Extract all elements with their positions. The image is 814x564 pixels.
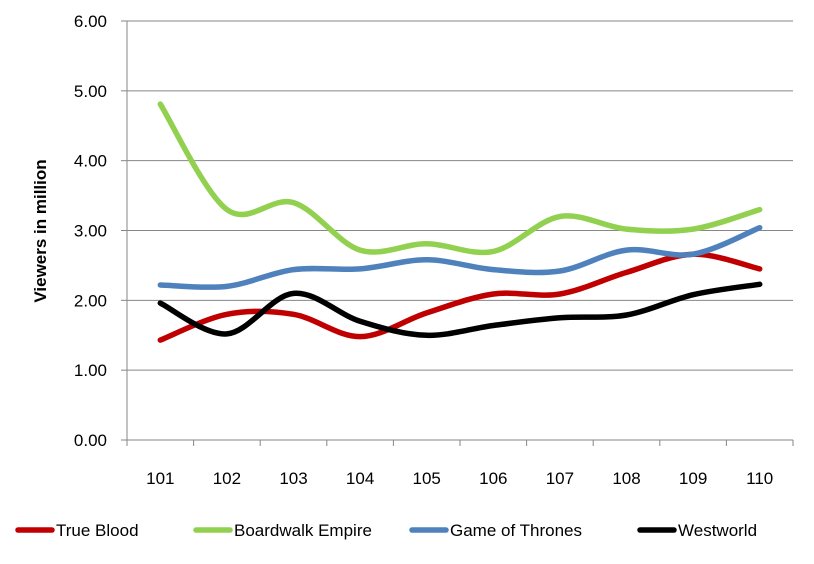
legend-label-westworld: Westworld [678, 521, 757, 540]
y-tick-labels: 0.00 1.00 2.00 3.00 4.00 5.00 6.00 [74, 12, 107, 450]
series-line-westworld [157, 281, 763, 339]
y-tick-label: 5.00 [74, 82, 107, 101]
legend-label-true-blood: True Blood [56, 521, 139, 540]
x-tick-label: 103 [279, 469, 307, 488]
x-tick-label: 107 [546, 469, 574, 488]
legend: True Blood Boardwalk Empire Game of Throne… [15, 521, 757, 540]
legend-label-game-of-thrones: Game of Thrones [450, 521, 582, 540]
y-tick-label: 6.00 [74, 12, 107, 31]
series-line-boardwalk-empire [157, 101, 763, 256]
y-tick-label: 3.00 [74, 222, 107, 241]
x-tick-label: 110 [746, 469, 773, 488]
x-tick-label: 104 [346, 469, 374, 488]
y-tick-label: 1.00 [74, 361, 107, 380]
x-tick-label: 101 [146, 469, 174, 488]
y-tick-label: 4.00 [74, 152, 107, 171]
series-line-game-of-thrones [157, 224, 763, 291]
y-tick-label: 2.00 [74, 291, 107, 310]
x-tick-label: 106 [479, 469, 507, 488]
x-tick-label: 105 [413, 469, 441, 488]
y-tick-label: 0.00 [74, 431, 107, 450]
x-tick-label: 108 [612, 469, 640, 488]
y-axis-title: Viewers in million [31, 159, 50, 302]
series-lines [157, 101, 763, 343]
x-tick-label: 102 [213, 469, 241, 488]
legend-label-boardwalk-empire: Boardwalk Empire [234, 521, 372, 540]
axes [121, 20, 794, 446]
x-tick-labels: 101 102 103 104 105 106 107 108 109 110 [146, 469, 773, 488]
x-tick-label: 109 [679, 469, 707, 488]
series-line-true-blood [157, 251, 763, 343]
gridlines [127, 20, 793, 371]
